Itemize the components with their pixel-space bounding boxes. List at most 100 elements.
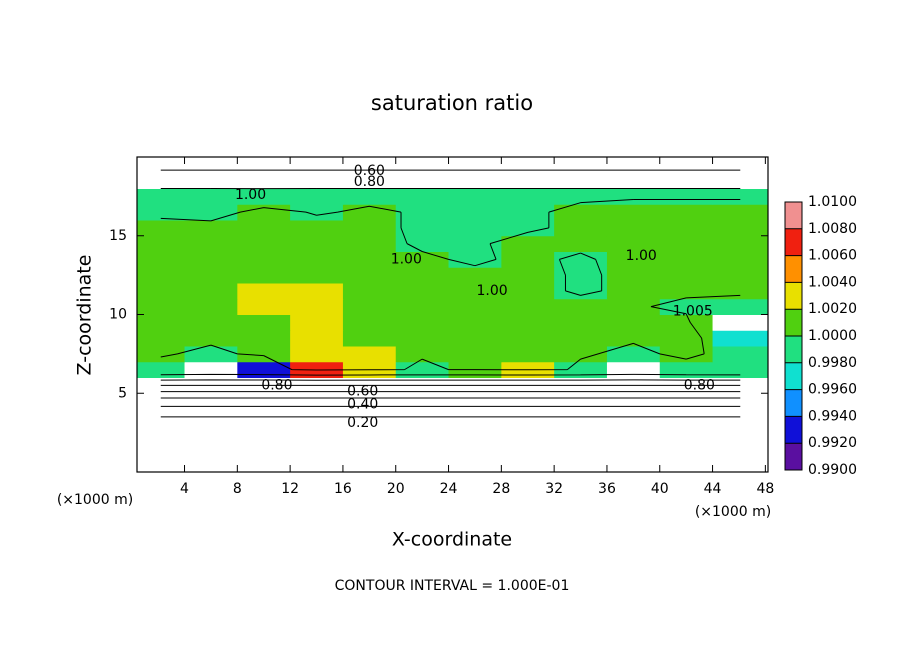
x-tick-label: 28 (492, 481, 510, 497)
field-cell (554, 157, 607, 173)
contour-label: 1.00 (477, 283, 508, 299)
field-cell (343, 441, 396, 457)
colorbar-label: 0.9940 (808, 408, 857, 424)
field-cell (396, 346, 449, 362)
colorbar-swatch (785, 282, 802, 309)
x-unit: (×1000 m) (695, 504, 771, 520)
field-cell (449, 425, 502, 441)
field-cell (185, 157, 238, 173)
colorbar-label: 1.0020 (808, 301, 857, 317)
field-cell (554, 330, 607, 346)
field-cell (185, 236, 238, 252)
field-cell (290, 425, 343, 441)
field-cell (554, 346, 607, 362)
field-cell (185, 393, 238, 409)
field-cell (290, 283, 343, 299)
field-cell (185, 283, 238, 299)
field-cell (713, 456, 769, 472)
colorbar-label: 0.9960 (808, 382, 857, 398)
field-cell (713, 267, 769, 283)
field-cell (554, 393, 607, 409)
field-cell (660, 441, 713, 457)
field-cell (137, 252, 185, 268)
field-cell (137, 362, 185, 378)
field-cell (713, 189, 769, 205)
field-cell (607, 393, 660, 409)
colorbar-swatch (785, 390, 802, 417)
field-cell (713, 330, 769, 346)
field-cell (396, 283, 449, 299)
chart-title: saturation ratio (371, 91, 533, 115)
field-cell (713, 220, 769, 236)
field-cell (237, 299, 290, 315)
contour-label: 1.00 (235, 187, 266, 203)
field-cell (449, 189, 502, 205)
contour-label: 0.80 (354, 174, 385, 190)
footnote: CONTOUR INTERVAL = 1.000E-01 (335, 578, 570, 594)
field-cell (449, 267, 502, 283)
x-tick-label: 20 (387, 481, 405, 497)
field-cell (501, 173, 554, 189)
field-cell (290, 157, 343, 173)
field-cell (660, 346, 713, 362)
field-cell (660, 425, 713, 441)
x-tick-label: 4 (180, 481, 189, 497)
field-cell (660, 330, 713, 346)
colorbar-label: 1.0060 (808, 248, 857, 264)
field-cell (501, 267, 554, 283)
colorbar-swatch (785, 363, 802, 390)
field-cell (660, 189, 713, 205)
colorbar-swatch (785, 229, 802, 256)
x-tick-label: 12 (281, 481, 299, 497)
field-cell (501, 204, 554, 220)
field-cell (713, 425, 769, 441)
field-cell (290, 236, 343, 252)
field-cell (237, 315, 290, 331)
field-cell (290, 346, 343, 362)
field-cell (185, 220, 238, 236)
field-cell (501, 425, 554, 441)
field-cell (396, 299, 449, 315)
field-cell (396, 236, 449, 252)
field-cell (137, 299, 185, 315)
field-cell (554, 441, 607, 457)
field-cell (607, 315, 660, 331)
field-cell (554, 220, 607, 236)
field-cell (713, 236, 769, 252)
field-cell (607, 204, 660, 220)
colorbar-label: 0.9980 (808, 355, 857, 371)
field-cell (660, 252, 713, 268)
field-cell (137, 220, 185, 236)
field-cell (554, 425, 607, 441)
field-cell (501, 189, 554, 205)
field-cell (501, 441, 554, 457)
colorbar-label: 0.9900 (808, 462, 857, 478)
y-tick-label: 5 (118, 385, 127, 401)
field-cell (343, 189, 396, 205)
field-cell (185, 189, 238, 205)
colorbar-swatch (785, 336, 802, 363)
y-tick-label: 15 (109, 228, 127, 244)
contour-label: 1.00 (626, 248, 657, 264)
field-cell (501, 456, 554, 472)
field-cell (501, 346, 554, 362)
colorbar-swatch (785, 416, 802, 443)
field-cell (137, 157, 185, 173)
x-tick-label: 8 (233, 481, 242, 497)
field-cell (343, 315, 396, 331)
field-cell (501, 299, 554, 315)
field-cell (396, 157, 449, 173)
x-tick-label: 44 (704, 481, 722, 497)
field-cell (449, 236, 502, 252)
field-cell (554, 456, 607, 472)
field-cell (396, 173, 449, 189)
field-cell (607, 456, 660, 472)
field-cell (237, 252, 290, 268)
field-cell (137, 173, 185, 189)
field-cell (237, 362, 290, 378)
field-cell (449, 441, 502, 457)
field-cell (137, 425, 185, 441)
x-tick-label: 48 (756, 481, 774, 497)
field-cell (501, 330, 554, 346)
